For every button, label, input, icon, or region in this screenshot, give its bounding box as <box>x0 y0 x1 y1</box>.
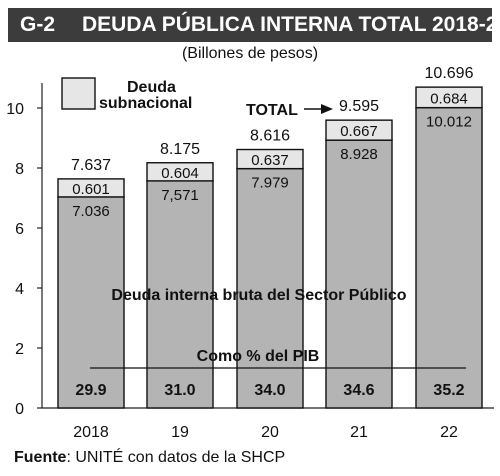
interna-value-label: 7.036 <box>72 203 110 220</box>
x-tick-label: 19 <box>171 424 189 441</box>
x-tick-label: 2018 <box>73 424 109 441</box>
chart-code: G-2 <box>20 13 56 36</box>
bar-interna <box>146 180 214 409</box>
total-value-label: 10.696 <box>425 65 474 82</box>
bar-interna <box>57 196 125 409</box>
total-value-label: 9.595 <box>339 98 379 115</box>
pct-pib-value: 35.2 <box>433 382 464 399</box>
y-tick-label: 6 <box>15 221 24 238</box>
y-tick-label: 10 <box>6 101 24 118</box>
legend-label-line2: subnacional <box>99 95 192 112</box>
bar-interna <box>415 106 483 409</box>
subnacional-value-label: 0.604 <box>161 165 199 182</box>
total-value-label: 7.637 <box>71 157 111 174</box>
source-label: Fuente <box>14 449 67 466</box>
total-arrow-head <box>321 104 333 114</box>
bar-subnacional <box>236 148 304 170</box>
interna-value-label: 10.012 <box>426 114 472 131</box>
pct-pib-value: 29.9 <box>75 382 106 399</box>
pct-pib-value: 34.6 <box>343 382 374 399</box>
subnacional-value-label: 0.601 <box>72 181 110 198</box>
bar-subnacional <box>57 178 125 198</box>
x-tick-label: 20 <box>261 424 279 441</box>
bar-subnacional <box>415 86 483 109</box>
bar-subnacional <box>325 119 393 141</box>
y-tick-label: 4 <box>15 281 24 298</box>
legend-swatch <box>61 77 96 110</box>
legend-label-line1: Deuda <box>127 79 176 96</box>
chart-title: DEUDA PÚBLICA INTERNA TOTAL 2018-22 <box>82 13 500 36</box>
y-tick-label: 8 <box>15 161 24 178</box>
pct-pib-title: Como % del PIB <box>197 348 320 365</box>
total-value-label: 8.175 <box>160 141 200 158</box>
bar-subnacional <box>146 162 214 182</box>
source-note: Fuente: UNITÉ con datos de la SHCP <box>14 449 285 467</box>
total-annotation: TOTAL <box>246 102 298 119</box>
bar-interna <box>325 139 393 409</box>
subnacional-value-label: 0.684 <box>430 90 468 107</box>
series-interna-label: Deuda interna bruta del Sector Público <box>111 287 406 304</box>
interna-value-label: 7,571 <box>161 187 199 204</box>
title-bar: G-2 DEUDA PÚBLICA INTERNA TOTAL 2018-22 <box>8 8 500 42</box>
total-value-label: 8.616 <box>250 128 290 145</box>
source-text: : UNITÉ con datos de la SHCP <box>66 449 286 466</box>
subnacional-value-label: 0.637 <box>251 152 289 169</box>
interna-value-label: 8.928 <box>340 146 378 163</box>
pct-pib-value: 34.0 <box>254 382 285 399</box>
subnacional-value-label: 0.667 <box>340 123 378 140</box>
x-tick-label: 21 <box>350 424 368 441</box>
x-tick-label: 22 <box>440 424 458 441</box>
y-tick-label: 2 <box>15 341 24 358</box>
y-tick-label: 0 <box>15 401 24 418</box>
chart-subtitle: (Billones de pesos) <box>181 45 319 62</box>
pct-pib-value: 31.0 <box>164 382 195 399</box>
interna-value-label: 7.979 <box>251 175 289 192</box>
